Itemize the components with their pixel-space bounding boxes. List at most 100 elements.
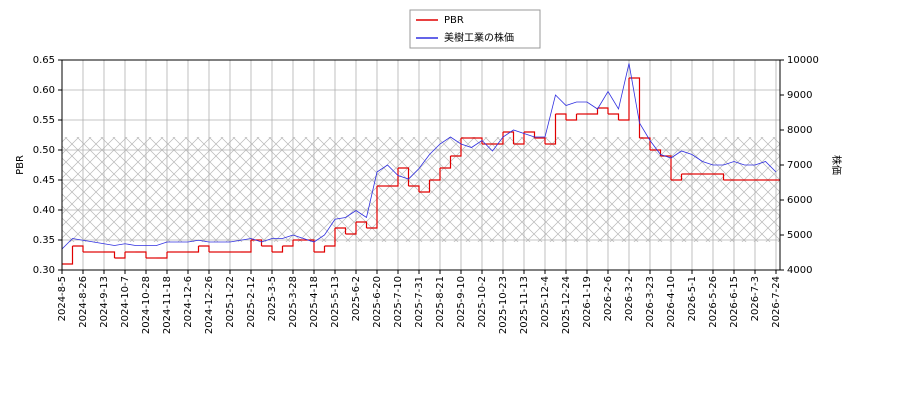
y-tick-label: 0.30 [33,265,55,276]
pbr-step [188,246,200,253]
x-tick-label: 2025-6-2 [351,276,362,321]
x-tick-label: 2025-7-31 [414,276,425,328]
pbr-step [72,245,84,252]
pbr-step [104,251,116,258]
y-tick-label: 0.50 [33,145,55,156]
pbr-step [534,137,546,144]
legend-box [409,9,541,49]
pbr-step [713,173,725,180]
pbr-step [671,174,683,181]
pbr-step [114,252,126,259]
pbr-step [356,221,368,228]
pbr-step [408,185,420,192]
pbr-step [429,168,441,181]
pbr-step [503,131,515,144]
pbr-step [398,167,410,186]
x-tick-label: 2026-3-2 [624,276,635,321]
y-tick-label: 0.55 [33,115,55,126]
pbr-step [366,186,378,229]
x-tick-label: 2025-11-13 [519,276,530,334]
x-tick-label: 2026-6-15 [729,276,740,328]
y-axis-label: PBR [15,155,26,175]
x-tick-label: 2025-6-20 [372,276,383,328]
pbr-step [335,227,347,234]
pbr-step [471,137,483,144]
x-tick-label: 2025-1-22 [225,276,236,328]
y-tick-label: 0.65 [33,55,55,66]
x-tick-label: 2025-3-5 [267,276,278,321]
x-tick-label: 2024-12-6 [183,276,194,328]
y2-tick-label: 10000 [787,55,819,66]
pbr-step [135,251,147,258]
plot-frame [61,59,781,271]
pbr-step [513,132,525,145]
x-tick-label: 2025-8-21 [435,276,446,328]
pbr-step [240,240,252,253]
x-tick-label: 2026-5-1 [687,276,698,321]
pbr-step [387,168,399,187]
x-tick-label: 2025-7-10 [393,276,404,328]
x-tick-label: 2026-1-19 [582,276,593,328]
pbr-step [272,246,284,253]
x-tick-label: 2025-5-13 [330,276,341,328]
range-band [62,137,780,242]
pbr-step [156,252,168,259]
y-tick-label: 0.60 [33,85,55,96]
x-tick-label: 2024-10-7 [120,276,131,328]
y2-tick-label: 6000 [787,195,812,206]
pbr-step [524,131,536,138]
pbr-step [345,222,357,235]
pbr-step [62,246,74,265]
x-tick-label: 2025-9-10 [456,276,467,328]
x-tick-label: 2026-7-3 [750,276,761,321]
pbr-step [198,245,210,252]
y2-axis-label: 株価 [830,155,843,175]
y2-tick-label: 5000 [787,230,812,241]
pbr-step [282,240,294,247]
x-tick-label: 2025-12-24 [561,276,572,334]
pbr-step [261,245,273,252]
pbr-step [419,180,431,193]
pbr-step [545,114,557,145]
x-tick-label: 2024-8-5 [57,276,68,321]
x-tick-label: 2025-10-23 [498,276,509,334]
pbr-step [608,113,620,120]
x-tick-label: 2024-8-26 [78,276,89,328]
y-tick-label: 0.40 [33,205,55,216]
x-tick-label: 2024-9-13 [99,276,110,328]
y2-tick-label: 9000 [787,90,812,101]
pbr-step [597,107,609,114]
pbr-step [566,114,578,121]
pbr-step [587,108,599,115]
x-tick-label: 2026-4-10 [666,276,677,328]
pbr-step [639,137,651,150]
y-tick-label: 0.35 [33,235,55,246]
pbr-step [492,132,504,145]
x-tick-label: 2026-5-26 [708,276,719,328]
legend-label: 美樹工業の株価 [444,31,514,44]
pbr-step [440,156,452,169]
pbr-step [555,113,567,120]
legend-label: PBR [444,15,464,26]
x-tick-label: 2026-7-24 [771,276,782,328]
x-tick-label: 2025-3-28 [288,276,299,328]
y2-tick-label: 7000 [787,160,812,171]
pbr-step [324,228,336,247]
price-line [61,63,777,250]
x-tick-label: 2024-11-18 [162,276,173,334]
y2-tick-label: 4000 [787,265,812,276]
pbr-step [314,246,326,253]
x-tick-label: 2025-2-12 [246,276,257,328]
x-tick-label: 2026-3-23 [645,276,656,328]
pbr-step [618,78,630,121]
y2-tick-label: 8000 [787,125,812,136]
x-tick-label: 2025-4-18 [309,276,320,328]
x-tick-label: 2025-10-2 [477,276,488,328]
x-tick-label: 2026-2-6 [603,276,614,321]
x-tick-label: 2025-12-4 [540,276,551,328]
x-tick-label: 2024-10-28 [141,276,152,334]
y-tick-label: 0.45 [33,175,55,186]
pbr-step [629,77,641,138]
x-tick-label: 2024-12-26 [204,276,215,334]
